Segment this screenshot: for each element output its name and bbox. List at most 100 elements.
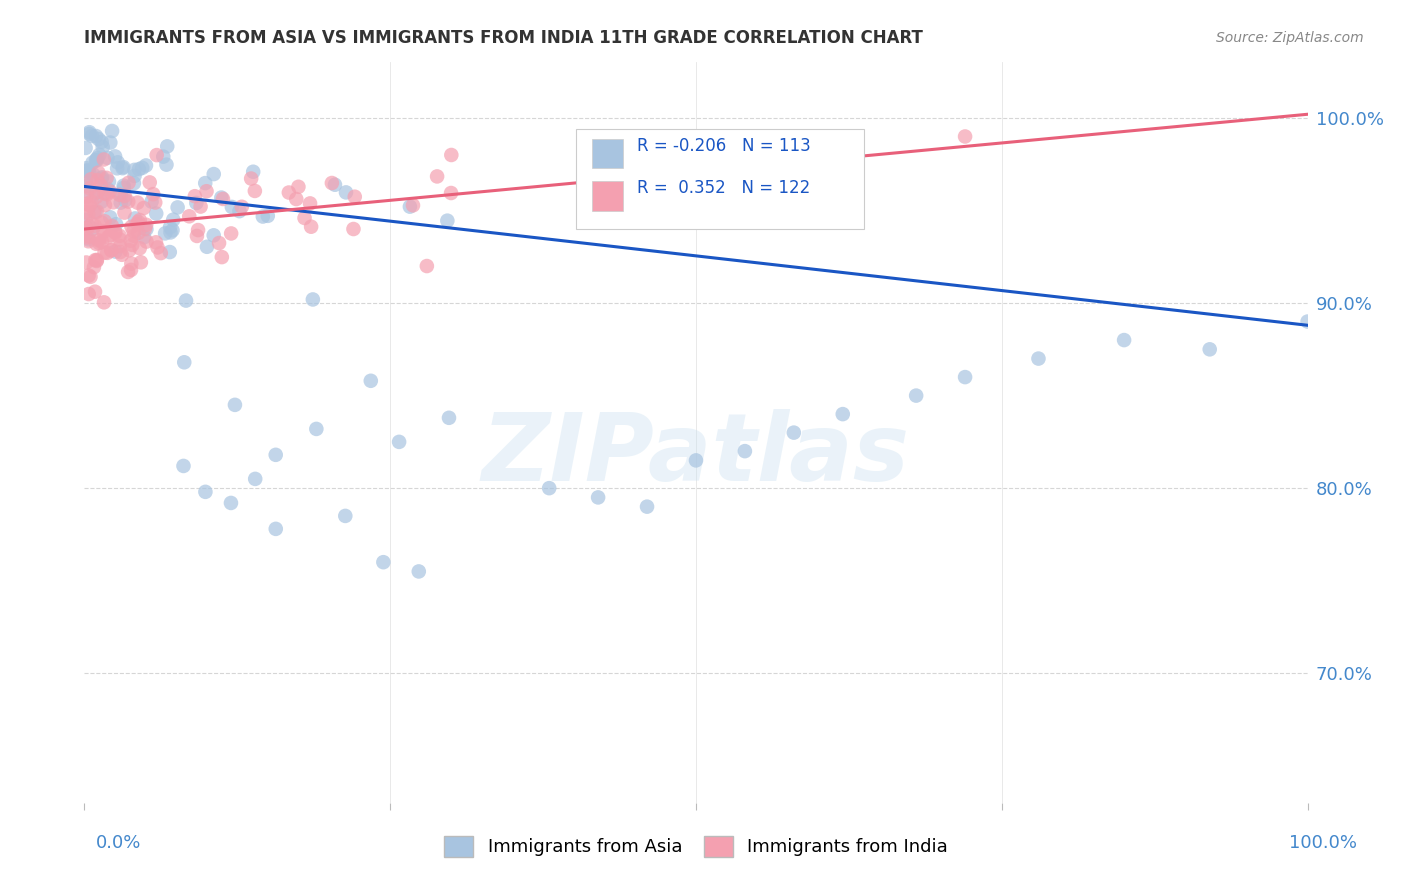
Point (86, 173, 108, 187)
Point (86, 186, 108, 200)
Point (93, 225, 115, 239)
Point (97, 230, 120, 244)
Point (149, 246, 172, 260)
Point (89, 236, 111, 251)
Point (122, 228, 145, 243)
Point (96, 245, 118, 260)
Point (195, 184, 218, 198)
Point (84, 186, 107, 200)
Point (108, 233, 131, 247)
Point (135, 218, 157, 232)
Point (90, 216, 112, 230)
Point (86, 151, 108, 165)
Point (783, 425, 806, 440)
Point (108, 187, 131, 202)
Point (76, 230, 98, 244)
Point (93, 153, 115, 167)
Point (75, 173, 97, 187)
Point (77, 127, 100, 141)
Point (373, 555, 395, 569)
Point (82, 168, 104, 182)
Point (111, 248, 134, 262)
Point (243, 184, 266, 198)
Point (124, 169, 146, 183)
Point (90, 194, 112, 209)
Point (127, 217, 149, 231)
Point (134, 221, 156, 235)
Bar (592, 181, 623, 211)
Point (104, 225, 127, 239)
Point (75, 163, 97, 178)
Point (146, 240, 169, 254)
Point (84, 253, 107, 268)
Point (93, 295, 115, 310)
Point (83, 204, 105, 219)
Point (84, 190, 107, 204)
Point (124, 162, 146, 177)
Point (105, 217, 128, 231)
Point (166, 201, 188, 215)
Point (264, 522, 287, 536)
Point (120, 234, 142, 248)
Point (256, 209, 278, 223)
Point (79, 198, 101, 212)
Point (1114, 333, 1136, 347)
Point (98, 211, 121, 225)
Text: ZIPatlas: ZIPatlas (482, 409, 910, 500)
Point (77, 268, 100, 283)
Point (114, 205, 136, 219)
Point (86, 252, 108, 267)
Point (335, 508, 357, 523)
Point (108, 239, 131, 253)
Point (231, 200, 253, 214)
Point (734, 444, 756, 458)
Text: R = -0.206   N = 113: R = -0.206 N = 113 (637, 137, 811, 155)
Point (120, 263, 142, 277)
Point (343, 190, 366, 204)
Point (87, 233, 110, 247)
Point (135, 158, 157, 172)
Point (436, 213, 458, 227)
Point (831, 407, 853, 421)
Point (96, 187, 118, 202)
Point (121, 238, 143, 252)
Point (77, 165, 100, 179)
Point (139, 175, 162, 189)
Point (305, 422, 328, 436)
Point (122, 224, 145, 238)
Point (285, 192, 308, 206)
Point (100, 243, 122, 257)
Point (287, 179, 309, 194)
Point (360, 374, 382, 388)
Point (135, 235, 157, 249)
Point (440, 148, 463, 162)
Point (129, 255, 152, 269)
Point (252, 210, 274, 224)
Point (83, 219, 105, 233)
Point (86, 204, 108, 219)
Point (264, 448, 287, 462)
Text: IMMIGRANTS FROM ASIA VS IMMIGRANTS FROM INDIA 11TH GRADE CORRELATION CHART: IMMIGRANTS FROM ASIA VS IMMIGRANTS FROM … (84, 29, 924, 47)
Point (77, 207, 100, 221)
FancyBboxPatch shape (576, 129, 863, 229)
Point (82, 155, 104, 169)
Legend: Immigrants from Asia, Immigrants from India: Immigrants from Asia, Immigrants from In… (437, 829, 955, 864)
Point (302, 293, 325, 307)
Point (94, 198, 117, 212)
Point (96, 170, 118, 185)
Point (159, 245, 181, 260)
Point (84, 129, 107, 144)
Point (388, 434, 411, 449)
Point (80, 194, 103, 209)
Point (156, 139, 179, 153)
Point (342, 222, 364, 236)
Point (224, 398, 246, 412)
Point (134, 230, 156, 244)
Point (127, 195, 149, 210)
Point (96, 182, 118, 196)
Point (90, 171, 112, 186)
Point (184, 189, 207, 203)
Point (117, 194, 139, 209)
Point (173, 355, 195, 369)
Point (103, 195, 125, 210)
